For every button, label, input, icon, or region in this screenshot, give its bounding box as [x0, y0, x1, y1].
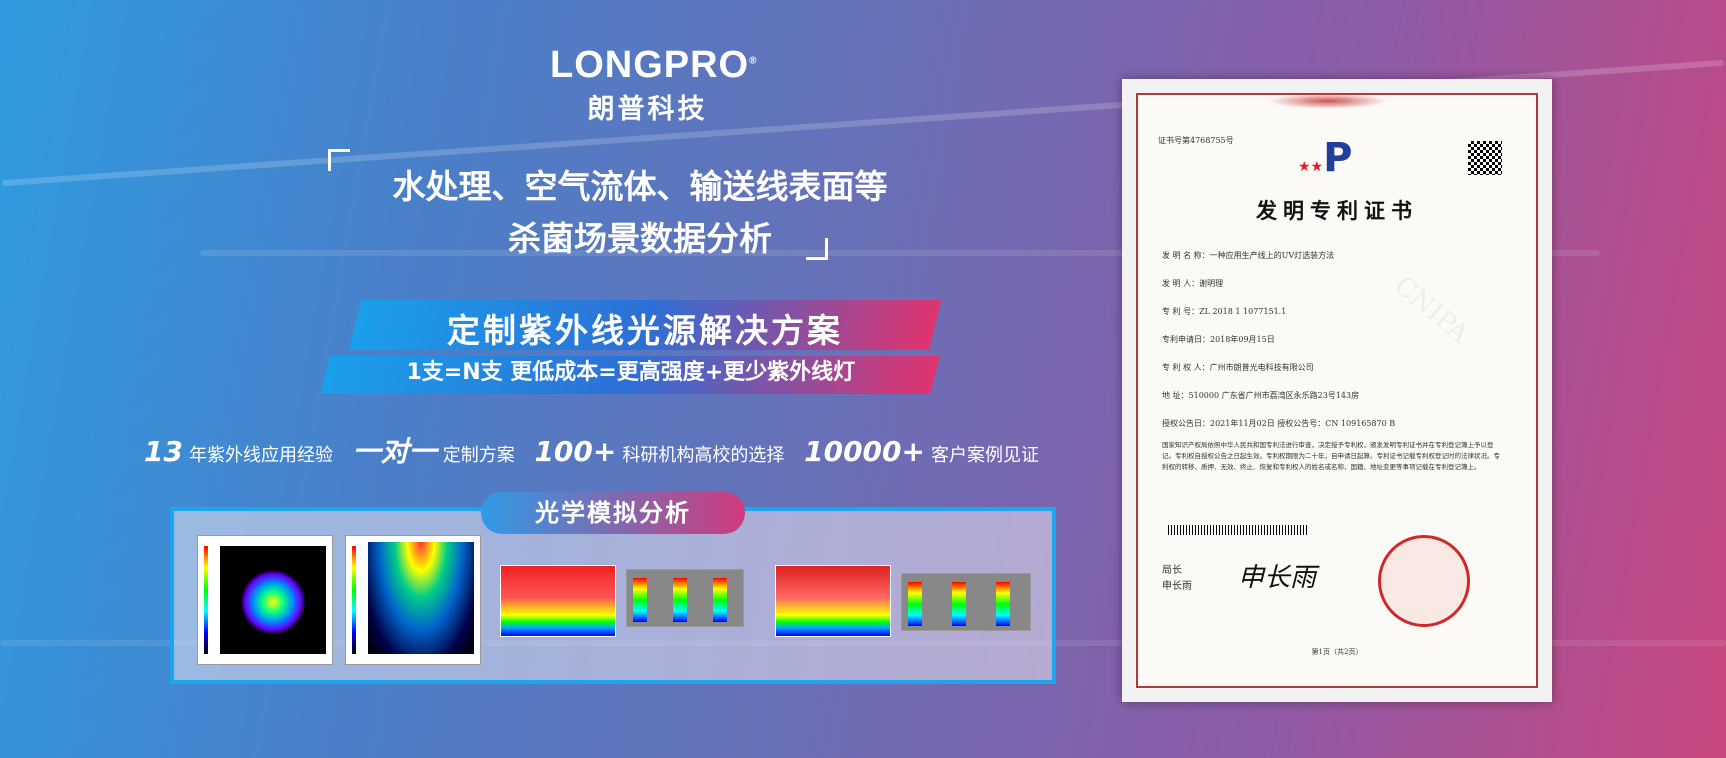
qr-code	[1468, 141, 1502, 175]
stat-number: 一对一	[352, 435, 437, 468]
cert-title: 发明专利证书	[1256, 198, 1418, 223]
signer-title: 局长	[1162, 565, 1182, 576]
cert-field: 发 明 人：谢明理	[1162, 279, 1224, 288]
simulation-image	[197, 535, 333, 665]
colorbar-image	[626, 569, 744, 627]
bracket-close-icon	[806, 238, 828, 260]
bracket-open-icon	[328, 149, 350, 171]
page-number: 第1页（共2页）	[1311, 648, 1363, 656]
stat-number: 100+	[534, 435, 617, 468]
logo: LONGPRO® 朗普科技	[550, 44, 758, 125]
cnipa-emblem-icon: ★★P	[1298, 135, 1353, 181]
barcode	[1168, 525, 1308, 535]
cert-field: 专利申请日：2018年09月15日	[1162, 335, 1275, 344]
cert-field: 地 址：510000 广东省广州市荔湾区永乐路23号143房	[1162, 391, 1360, 400]
stat-text: 年紫外线应用经验	[188, 445, 333, 466]
patent-certificate: 证书号第4768755号 ★★P 发明专利证书 CNIPA 发 明 名 称：一种…	[1122, 79, 1552, 702]
colorbar-image	[901, 573, 1031, 631]
solution-ribbon: 定制紫外线光源解决方案 1支=N支 更低成本=更高强度+更少紫外线灯	[320, 300, 950, 396]
simulation-image	[775, 565, 891, 637]
cert-field: 专 利 号：ZL 2018 1 1077151.1	[1162, 307, 1287, 316]
bg-line	[200, 250, 1600, 256]
ribbon-subtitle: 1支=N支 更低成本=更高强度+更少紫外线灯	[406, 360, 855, 385]
stat-number: 13	[144, 435, 183, 468]
cert-body: 国家知识产权局依照中华人民共和国专利法进行审查，决定授予专利权，颁发发明专利证书…	[1162, 441, 1500, 471]
seal-icon	[1378, 535, 1470, 627]
cert-field: 授权公告日：2021年11月02日 授权公告号：CN 109165870 B	[1162, 419, 1396, 428]
optical-simulation-panel	[170, 507, 1056, 684]
cert-field: 专 利 权 人：广州市朗普光电科技有限公司	[1162, 363, 1314, 372]
headline-line1: 水处理、空气流体、输送线表面等	[392, 167, 888, 206]
ribbon-title: 定制紫外线光源解决方案	[447, 311, 843, 350]
signer-name: 申长雨	[1162, 581, 1192, 592]
simulation-image	[345, 535, 481, 665]
watermark: CNIPA	[1388, 270, 1475, 350]
ornament-icon	[1268, 93, 1388, 109]
stat-number: 10000+	[804, 435, 925, 468]
cert-number: 证书号第4768755号	[1158, 136, 1234, 145]
simulation-image	[500, 565, 616, 637]
stat-text: 科研机构高校的选择	[622, 445, 785, 466]
cert-field: 发 明 名 称：一种应用生产线上的UV灯选装方法	[1162, 251, 1335, 260]
headline-line2: 杀菌场景数据分析	[508, 219, 772, 258]
panel-title: 光学模拟分析	[481, 492, 745, 534]
stat-text: 客户案例见证	[930, 445, 1039, 466]
stat-text: 定制方案	[442, 445, 515, 466]
signature: 申长雨	[1238, 563, 1317, 593]
stats-row: 13 年紫外线应用经验 一对一 定制方案 100+ 科研机构高校的选择 10000+ 客…	[130, 430, 1039, 470]
